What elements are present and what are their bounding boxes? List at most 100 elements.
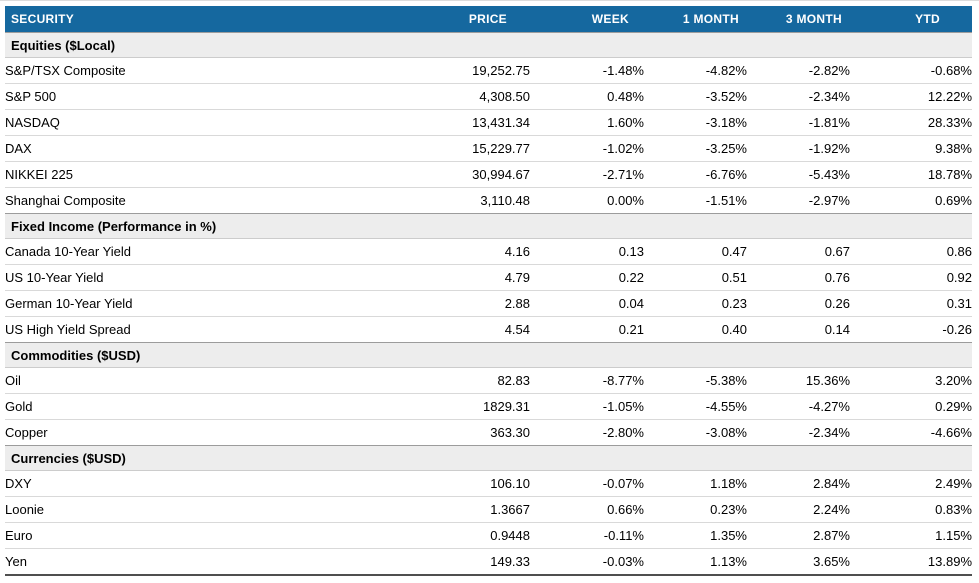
price-cell: 19,252.75 (430, 58, 530, 83)
price-cell: 4.79 (430, 264, 530, 290)
percent-cell: 0.23 (644, 290, 747, 316)
percent-cell: -1.92% (747, 135, 850, 161)
security-cell: Yen (5, 548, 430, 574)
percent-cell: 18.78% (850, 161, 972, 187)
bottom-divider (5, 574, 972, 576)
table-row: US High Yield Spread 4.54 0.21 0.40 0.14… (5, 316, 972, 342)
percent-cell: 0.83% (850, 496, 972, 522)
percent-cell: 9.38% (850, 135, 972, 161)
table-row: NIKKEI 225 30,994.67 -2.71% -6.76% -5.43… (5, 161, 972, 187)
price-cell: 2.88 (430, 290, 530, 316)
price-cell: 4.54 (430, 316, 530, 342)
price-cell: 149.33 (430, 548, 530, 574)
percent-cell: -4.66% (850, 419, 972, 445)
price-cell: 30,994.67 (430, 161, 530, 187)
percent-cell: 15.36% (747, 368, 850, 393)
percent-cell: 0.51 (644, 264, 747, 290)
price-cell: 15,229.77 (430, 135, 530, 161)
percent-cell: 0.47 (644, 239, 747, 264)
section-label: Fixed Income (Performance in %) (5, 213, 972, 239)
percent-cell: -4.55% (644, 393, 747, 419)
table-row: Canada 10-Year Yield 4.16 0.13 0.47 0.67… (5, 239, 972, 264)
percent-cell: 0.67 (747, 239, 850, 264)
section-header-row: Fixed Income (Performance in %) (5, 213, 972, 239)
percent-cell: -1.02% (530, 135, 644, 161)
percent-cell: 2.49% (850, 471, 972, 496)
table-row: NASDAQ 13,431.34 1.60% -3.18% -1.81% 28.… (5, 109, 972, 135)
table-row: S&P/TSX Composite 19,252.75 -1.48% -4.82… (5, 58, 972, 83)
percent-cell: 1.13% (644, 548, 747, 574)
percent-cell: 2.84% (747, 471, 850, 496)
section-label: Equities ($Local) (5, 32, 972, 58)
security-cell: DXY (5, 471, 430, 496)
percent-cell: 3.20% (850, 368, 972, 393)
percent-cell: -2.97% (747, 187, 850, 213)
percent-cell: -2.34% (747, 419, 850, 445)
percent-cell: 0.29% (850, 393, 972, 419)
table-row: DXY 106.10 -0.07% 1.18% 2.84% 2.49% (5, 471, 972, 496)
security-cell: S&P 500 (5, 83, 430, 109)
table-body: Equities ($Local) S&P/TSX Composite 19,2… (5, 32, 972, 574)
percent-cell: 0.26 (747, 290, 850, 316)
percent-cell: 1.15% (850, 522, 972, 548)
percent-cell: -0.26 (850, 316, 972, 342)
percent-cell: 0.23% (644, 496, 747, 522)
section-label: Commodities ($USD) (5, 342, 972, 368)
col-header-week: WEEK (530, 6, 644, 32)
table-header-row: SECURITY PRICE WEEK 1 MONTH 3 MONTH YTD (5, 6, 972, 32)
security-cell: US 10-Year Yield (5, 264, 430, 290)
table-row: S&P 500 4,308.50 0.48% -3.52% -2.34% 12.… (5, 83, 972, 109)
percent-cell: 2.87% (747, 522, 850, 548)
section-header-row: Currencies ($USD) (5, 445, 972, 471)
security-cell: German 10-Year Yield (5, 290, 430, 316)
security-cell: Canada 10-Year Yield (5, 239, 430, 264)
percent-cell: 0.00% (530, 187, 644, 213)
percent-cell: -2.80% (530, 419, 644, 445)
col-header-3month: 3 MONTH (747, 6, 850, 32)
percent-cell: -5.38% (644, 368, 747, 393)
percent-cell: -4.82% (644, 58, 747, 83)
percent-cell: 0.31 (850, 290, 972, 316)
percent-cell: -2.71% (530, 161, 644, 187)
col-header-price: PRICE (430, 6, 530, 32)
percent-cell: -3.08% (644, 419, 747, 445)
table-row: German 10-Year Yield 2.88 0.04 0.23 0.26… (5, 290, 972, 316)
section-header-row: Equities ($Local) (5, 32, 972, 58)
security-cell: NIKKEI 225 (5, 161, 430, 187)
percent-cell: -1.05% (530, 393, 644, 419)
percent-cell: -5.43% (747, 161, 850, 187)
percent-cell: -0.07% (530, 471, 644, 496)
security-cell: Shanghai Composite (5, 187, 430, 213)
table-row: Loonie 1.3667 0.66% 0.23% 2.24% 0.83% (5, 496, 972, 522)
market-table: SECURITY PRICE WEEK 1 MONTH 3 MONTH YTD … (5, 6, 972, 574)
percent-cell: -1.81% (747, 109, 850, 135)
percent-cell: 3.65% (747, 548, 850, 574)
price-cell: 106.10 (430, 471, 530, 496)
percent-cell: -0.03% (530, 548, 644, 574)
percent-cell: 13.89% (850, 548, 972, 574)
price-cell: 4.16 (430, 239, 530, 264)
col-header-ytd: YTD (850, 6, 972, 32)
security-cell: Gold (5, 393, 430, 419)
percent-cell: 0.21 (530, 316, 644, 342)
price-cell: 1829.31 (430, 393, 530, 419)
percent-cell: 28.33% (850, 109, 972, 135)
percent-cell: -2.34% (747, 83, 850, 109)
price-cell: 4,308.50 (430, 83, 530, 109)
percent-cell: -3.25% (644, 135, 747, 161)
table-row: Oil 82.83 -8.77% -5.38% 15.36% 3.20% (5, 368, 972, 393)
security-cell: DAX (5, 135, 430, 161)
price-cell: 0.9448 (430, 522, 530, 548)
security-cell: NASDAQ (5, 109, 430, 135)
table-row: Yen 149.33 -0.03% 1.13% 3.65% 13.89% (5, 548, 972, 574)
percent-cell: -0.11% (530, 522, 644, 548)
percent-cell: 1.35% (644, 522, 747, 548)
price-cell: 82.83 (430, 368, 530, 393)
security-cell: Copper (5, 419, 430, 445)
percent-cell: -3.52% (644, 83, 747, 109)
security-cell: Euro (5, 522, 430, 548)
percent-cell: 0.04 (530, 290, 644, 316)
security-cell: Loonie (5, 496, 430, 522)
percent-cell: 0.86 (850, 239, 972, 264)
